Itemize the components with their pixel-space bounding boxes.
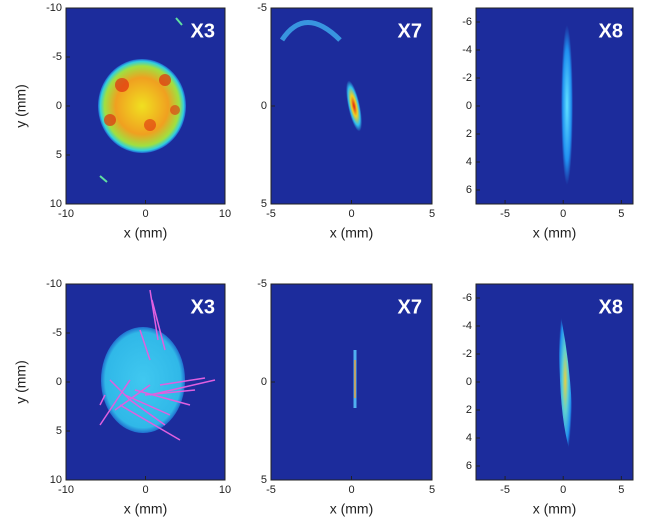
y-tick-label: 2 [466, 404, 472, 416]
y-tick-label: 0 [56, 376, 62, 388]
arc [279, 20, 342, 42]
panel-title: X7 [398, 296, 422, 318]
y-tick-label: 4 [466, 156, 472, 168]
hot-spot [170, 105, 180, 115]
y-tick-label: -10 [46, 2, 62, 14]
x-tick-label: 0 [348, 484, 354, 496]
y-tick-label: -6 [462, 292, 472, 304]
x-tick-label: -5 [500, 208, 510, 220]
y-tick-label: 6 [466, 460, 472, 472]
x-tick-label: 5 [618, 484, 624, 496]
x-tick-label: 5 [429, 484, 435, 496]
hot-spot [104, 114, 116, 126]
x-tick-label: 5 [618, 208, 624, 220]
y-tick-label: 2 [466, 128, 472, 140]
y-tick-label: -4 [462, 320, 472, 332]
x-tick-label: 10 [219, 484, 231, 496]
panel-title: X3 [191, 20, 215, 42]
x-axis-label: x (mm) [533, 501, 577, 517]
y-tick-label: -6 [462, 16, 472, 28]
x-tick-label: 0 [560, 208, 566, 220]
x-tick-label: 0 [142, 208, 148, 220]
streak [175, 17, 183, 26]
y-tick-label: 5 [261, 198, 267, 210]
y-tick-label: 5 [56, 149, 62, 161]
y-tick-label: 0 [466, 376, 472, 388]
y-tick-label: -2 [462, 348, 472, 360]
x-tick-label: 10 [219, 208, 231, 220]
hot-spot [115, 78, 129, 92]
y-tick-label: 0 [261, 376, 267, 388]
y-tick-label: 6 [466, 184, 472, 196]
panel-title: X8 [599, 20, 623, 42]
x-tick-label: -10 [58, 484, 74, 496]
heatmap-images [98, 17, 573, 458]
y-tick-label: -10 [46, 278, 62, 290]
y-tick-label: 4 [466, 432, 472, 444]
y-tick-label: -4 [462, 44, 472, 56]
beam-spot [101, 327, 185, 433]
y-tick-label: -5 [257, 278, 267, 290]
x-tick-label: -5 [266, 484, 276, 496]
y-tick-label: 10 [50, 198, 62, 210]
x-tick-label: -5 [266, 208, 276, 220]
arrows [99, 289, 216, 441]
panel-title: X8 [599, 296, 623, 318]
x-axis-label: x (mm) [124, 225, 168, 241]
y-tick-label: -5 [52, 51, 62, 63]
x-axis-label: x (mm) [330, 225, 374, 241]
y-tick-label: 5 [56, 425, 62, 437]
x-tick-label: 0 [560, 484, 566, 496]
y-tick-label: 0 [261, 100, 267, 112]
y-tick-label: 5 [261, 474, 267, 486]
beam-spot [558, 303, 573, 458]
y-axis-label: y (mm) [13, 360, 29, 404]
beam-spot [346, 80, 362, 132]
x-tick-label: -10 [58, 208, 74, 220]
x-tick-label: 5 [429, 208, 435, 220]
hot-spot [159, 74, 171, 86]
plot-area [271, 284, 432, 480]
plot-area [476, 284, 633, 480]
hot-spot [144, 119, 156, 131]
beam-spot [561, 25, 573, 185]
y-tick-label: 0 [466, 100, 472, 112]
y-tick-label: -2 [462, 72, 472, 84]
panel-title: X3 [191, 296, 215, 318]
panels [66, 8, 633, 480]
y-tick-label: -5 [257, 2, 267, 14]
y-tick-label: 0 [56, 100, 62, 112]
x-tick-label: -5 [500, 484, 510, 496]
x-axis-label: x (mm) [533, 225, 577, 241]
x-axis-label: x (mm) [330, 501, 374, 517]
y-tick-label: 10 [50, 474, 62, 486]
plot-area [476, 8, 633, 204]
y-axis-label: y (mm) [13, 84, 29, 128]
panel-title: X7 [398, 20, 422, 42]
x-axis-label: x (mm) [124, 501, 168, 517]
x-tick-label: 0 [348, 208, 354, 220]
x-tick-label: 0 [142, 484, 148, 496]
y-tick-label: -5 [52, 327, 62, 339]
streak [99, 175, 108, 183]
